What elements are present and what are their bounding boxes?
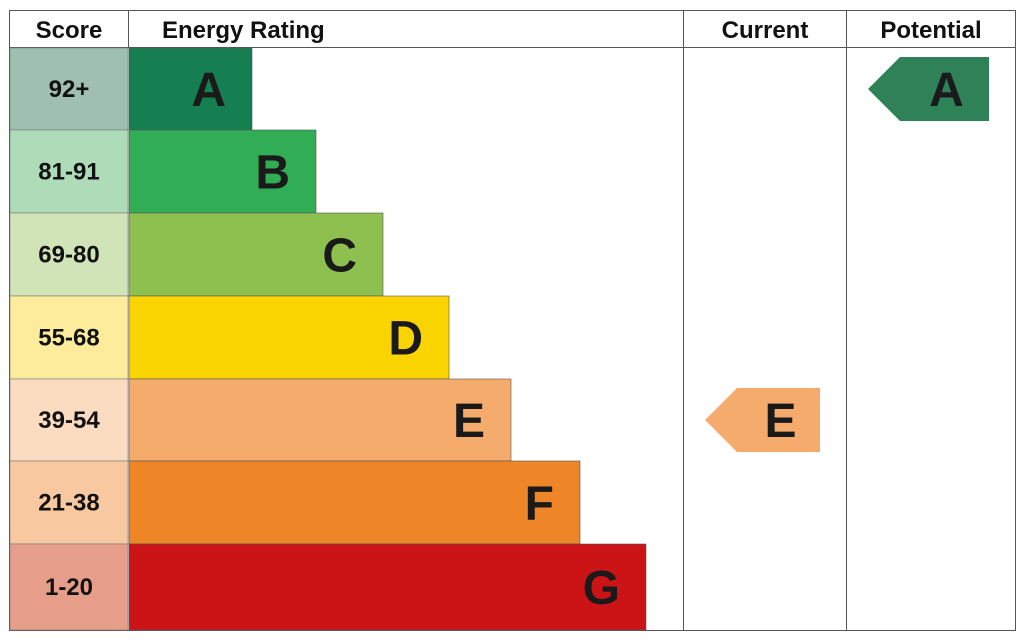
band-letter-f: F: [525, 478, 554, 531]
band-letter-b: B: [255, 147, 290, 200]
band-bar-c: [128, 212, 384, 297]
score-cell-e: [9, 378, 129, 462]
score-cell-g: [9, 543, 129, 631]
band-bar-e: [128, 378, 512, 462]
table-grid: [9, 10, 1016, 631]
potential-rating-arrow: [868, 57, 989, 121]
band-bar-f: [128, 460, 581, 545]
score-range-g: 1-20: [45, 574, 93, 601]
score-cell-b: [9, 129, 129, 214]
score-range-f: 21-38: [38, 490, 99, 517]
score-cell-a: [9, 47, 129, 131]
band-bar-g: [128, 543, 647, 631]
band-letter-a: A: [191, 64, 226, 117]
rating-indicators: EA: [705, 57, 989, 452]
band-letter-g: G: [583, 562, 620, 615]
potential-rating-letter: A: [929, 64, 964, 117]
band-letter-e: E: [453, 395, 485, 448]
score-cell-f: [9, 460, 129, 545]
header-potential: Potential: [880, 17, 981, 44]
score-cell-d: [9, 295, 129, 380]
score-range-a: 92+: [49, 76, 90, 103]
header-score: Score: [36, 17, 103, 44]
band-bar-b: [128, 129, 317, 214]
score-range-c: 69-80: [38, 242, 99, 269]
band-letter-d: D: [388, 313, 423, 366]
score-range-e: 39-54: [38, 407, 100, 434]
header-current: Current: [722, 17, 809, 44]
header-energy-rating: Energy Rating: [162, 17, 325, 44]
current-rating-letter: E: [764, 395, 796, 448]
current-rating-arrow: [705, 388, 820, 452]
score-cell-c: [9, 212, 129, 297]
rating-bands: 92+ A 81-91 B 69-80 C 55-68 D 39-54 E 21-38 F 1-20 G: [9, 47, 647, 631]
score-range-b: 81-91: [38, 159, 99, 186]
band-letter-c: C: [322, 230, 357, 283]
band-bar-d: [128, 295, 450, 380]
score-range-d: 55-68: [38, 325, 99, 352]
